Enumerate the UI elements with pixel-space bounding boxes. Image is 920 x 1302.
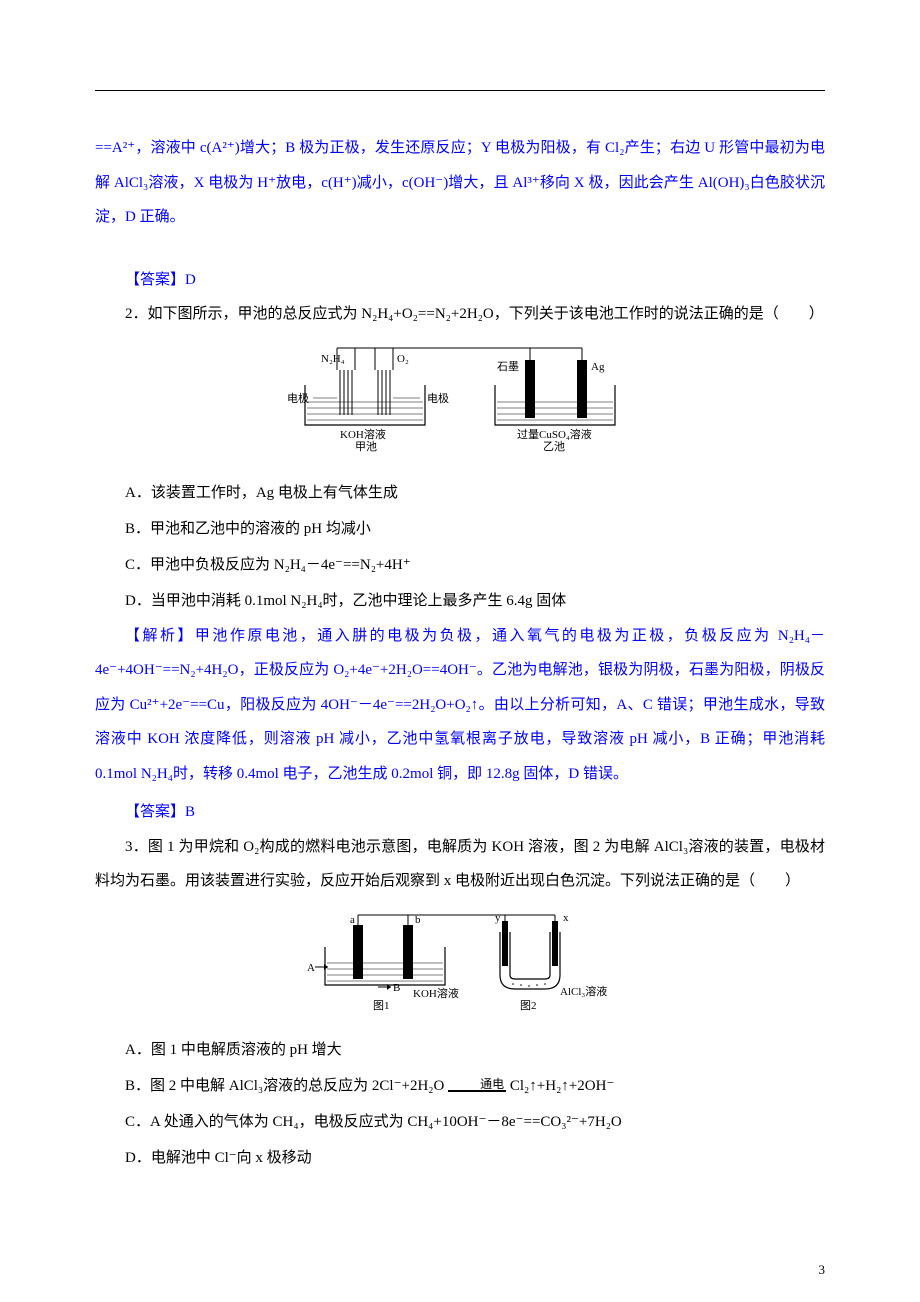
svg-text:过量CuSO₄溶液: 过量CuSO₄溶液	[517, 427, 592, 441]
page-number: 3	[819, 1262, 826, 1278]
svg-text:Ag: Ag	[591, 361, 605, 373]
q3-option-b: B．图 2 中电解 AlCl₃溶液的总反应为 2Cl⁻+2H₂O 通电 Cl₂↑…	[95, 1068, 825, 1104]
top-solution: ==A²⁺，溶液中 c(A²⁺)增大；B 极为正极，发生还原反应；Y 电极为阳极…	[95, 131, 825, 235]
svg-text:a: a	[350, 914, 355, 926]
q3-figure: a b A B KOH溶液 图1 y	[95, 907, 825, 1022]
svg-text:石墨: 石墨	[497, 360, 519, 373]
svg-text:x: x	[563, 912, 569, 924]
svg-text:甲池: 甲池	[355, 440, 377, 453]
q3-b-pre: B．图 2 中电解 AlCl₃溶液的总反应为 2Cl⁻+2H₂O	[125, 1078, 448, 1094]
svg-text:电极: 电极	[287, 391, 309, 405]
q2-option-d: D．当甲池中消耗 0.1mol N₂H₄时，乙池中理论上最多产生 6.4g 固体	[95, 583, 825, 619]
svg-text:y: y	[495, 912, 501, 924]
q2-answer: 【答案】B	[95, 795, 825, 830]
q2-option-c: C．甲池中负极反应为 N₂H₄－4e⁻==N₂+4H⁺	[95, 547, 825, 583]
svg-text:AlCl₃溶液: AlCl₃溶液	[560, 984, 607, 998]
svg-text:图1: 图1	[373, 999, 390, 1012]
q3-stem: 3．图 1 为甲烷和 O₂构成的燃料电池示意图，电解质为 KOH 溶液，图 2 …	[95, 830, 825, 899]
q3-option-a: A．图 1 中电解质溶液的 pH 增大	[95, 1032, 825, 1068]
svg-text:A: A	[307, 962, 315, 974]
q2-solution: 【解析】甲池作原电池，通入肼的电极为负极，通入氧气的电极为正极，负极反应为 N₂…	[95, 619, 825, 792]
svg-text:电极: 电极	[427, 391, 449, 405]
q2-option-a: A．该装置工作时，Ag 电极上有气体生成	[95, 475, 825, 511]
answer-1: 【答案】D	[95, 263, 825, 298]
q3-b-post: Cl₂↑+H₂↑+2OH⁻	[506, 1078, 614, 1094]
q3-b-over: 通电	[448, 1078, 506, 1091]
svg-text:O₂: O₂	[397, 353, 409, 365]
svg-text:N₂H₄: N₂H₄	[321, 353, 345, 365]
q2-figure: N₂H₄ O₂ 电极 电极 KOH溶液 甲池	[95, 340, 825, 465]
q2-option-b: B．甲池和乙池中的溶液的 pH 均减小	[95, 511, 825, 547]
q2-stem: 2．如下图所示，甲池的总反应式为 N₂H₄+O₂==N₂+2H₂O，下列关于该电…	[95, 297, 825, 332]
q3-option-d: D．电解池中 Cl⁻向 x 极移动	[95, 1140, 825, 1176]
svg-text:b: b	[415, 914, 421, 926]
svg-text:乙池: 乙池	[543, 440, 565, 453]
top-rule	[95, 90, 825, 91]
svg-text:KOH溶液: KOH溶液	[340, 427, 386, 441]
svg-text:B: B	[393, 982, 400, 994]
q3-option-c: C．A 处通入的气体为 CH₄，电极反应式为 CH₄+10OH⁻－8e⁻==CO…	[95, 1104, 825, 1140]
svg-text:图2: 图2	[520, 999, 537, 1012]
svg-text:KOH溶液: KOH溶液	[413, 986, 459, 1000]
